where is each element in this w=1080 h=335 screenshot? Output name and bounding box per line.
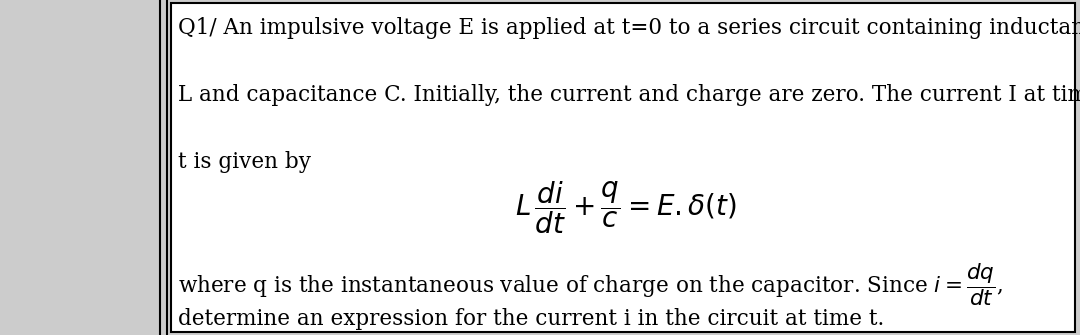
Text: where q is the instantaneous value of charge on the capacitor. Since $i = \dfrac: where q is the instantaneous value of ch…	[178, 261, 1003, 308]
Text: Q1/ An impulsive voltage E is applied at t=0 to a series circuit containing indu: Q1/ An impulsive voltage E is applied at…	[178, 17, 1080, 39]
Text: t is given by: t is given by	[178, 151, 311, 173]
Text: $L\,\dfrac{di}{dt}+\dfrac{q}{c} = E.\delta(t)$: $L\,\dfrac{di}{dt}+\dfrac{q}{c} = E.\del…	[515, 179, 738, 236]
Text: L and capacitance C. Initially, the current and charge are zero. The current I a: L and capacitance C. Initially, the curr…	[178, 84, 1080, 106]
Text: determine an expression for the current i in the circuit at time t.: determine an expression for the current …	[178, 308, 885, 330]
FancyBboxPatch shape	[171, 3, 1075, 332]
